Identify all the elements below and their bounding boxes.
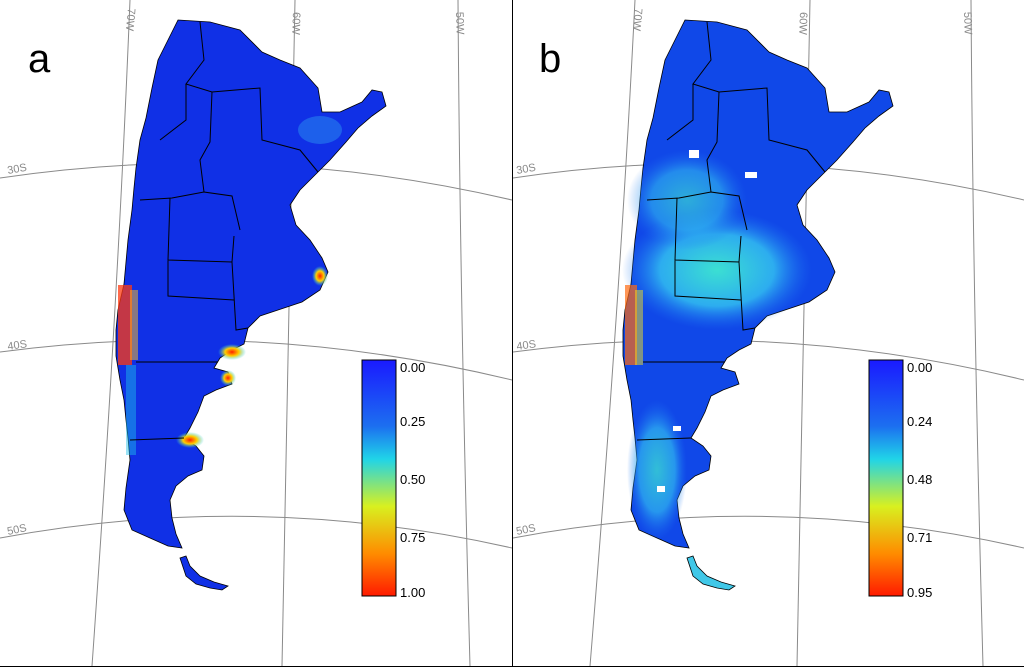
colorbar-b-tick-3: 0.71 xyxy=(907,530,932,545)
parallel-40s-b xyxy=(513,339,1024,381)
colorbar-b-gradient xyxy=(868,359,904,597)
meridian-label-60w-b: 60W xyxy=(796,12,809,36)
patagonia-cyan-region xyxy=(627,400,687,540)
meridian-label-50w: 50W xyxy=(453,12,466,36)
missing-data-patch-2 xyxy=(689,150,699,158)
tierra-del-fuego-b xyxy=(686,555,736,591)
parallel-50s xyxy=(0,515,512,549)
meridian-label-60w: 60W xyxy=(289,12,302,36)
colorbar-a-tick-1: 0.25 xyxy=(400,414,425,429)
missing-data-patch-1 xyxy=(745,172,757,178)
coastal-hotspot-3 xyxy=(220,370,236,386)
parallel-label-40s: 40S xyxy=(7,338,28,353)
figure-bottom-rule xyxy=(0,666,1024,667)
colorbar-b-tick-4: 0.95 xyxy=(907,585,932,600)
map-a: 70W 60W 50W 30S 40S 50S a xyxy=(0,0,512,666)
andes-hot-band-b xyxy=(625,285,637,365)
parallel-label-50s: 50S xyxy=(6,522,28,538)
parallel-40s xyxy=(0,339,512,381)
argentina-landmass xyxy=(115,19,387,549)
colorbar-b-tick-2: 0.48 xyxy=(907,472,932,487)
panel-a: 70W 60W 50W 30S 40S 50S a xyxy=(0,0,513,666)
province-borders xyxy=(129,21,319,441)
meridian-label-70w: 70W xyxy=(123,8,137,32)
province-borders-b xyxy=(636,21,826,441)
parallel-label-50s-b: 50S xyxy=(515,522,537,538)
meridian-70w-b xyxy=(589,0,636,666)
coastal-hotspot-1 xyxy=(312,266,328,286)
patagonia-cyan-band xyxy=(126,365,136,455)
andes-warm-band xyxy=(130,290,138,360)
colorbar-a-tick-4: 1.00 xyxy=(400,585,425,600)
meridian-70w xyxy=(91,0,131,666)
missing-data-patch-4 xyxy=(673,426,681,431)
colorbar-b-tick-1: 0.24 xyxy=(907,414,932,429)
andes-warm-band-b xyxy=(635,290,643,365)
map-b: 70W 60W 50W 30S 40S 50S b xyxy=(513,0,1024,666)
colorbar-b-tick-0: 0.00 xyxy=(907,360,932,375)
colorbar-b: 0.00 0.24 0.48 0.71 0.95 xyxy=(868,359,932,600)
meridian-50w xyxy=(457,0,471,666)
colorbar-a-tick-3: 0.75 xyxy=(400,530,425,545)
missing-data-patch-3 xyxy=(657,486,665,492)
meridian-label-70w-b: 70W xyxy=(630,8,644,32)
panel-b: 70W 60W 50W 30S 40S 50S b xyxy=(513,0,1024,666)
coastal-hotspot-4 xyxy=(176,432,204,448)
andes-hot-band xyxy=(118,285,132,365)
colorbar-a-gradient xyxy=(361,359,397,597)
panel-letter-b: b xyxy=(539,37,561,81)
parallel-label-30s: 30S xyxy=(6,162,27,177)
panel-letter-a: a xyxy=(28,37,51,81)
east-cyan-spot xyxy=(298,116,342,144)
parallel-50s-b xyxy=(513,515,1024,549)
colorbar-a: 0.00 0.25 0.50 0.75 1.00 xyxy=(361,359,425,600)
meridian-50w-b xyxy=(970,0,984,666)
colorbar-a-tick-2: 0.50 xyxy=(400,472,425,487)
parallel-label-30s-b: 30S xyxy=(515,162,536,177)
meridian-label-50w-b: 50W xyxy=(961,12,974,36)
coastal-hotspot-2 xyxy=(218,344,246,360)
colorbar-a-tick-0: 0.00 xyxy=(400,360,425,375)
tierra-del-fuego xyxy=(179,555,229,591)
parallel-label-40s-b: 40S xyxy=(516,338,537,353)
central-cyan-region-2 xyxy=(627,150,747,250)
